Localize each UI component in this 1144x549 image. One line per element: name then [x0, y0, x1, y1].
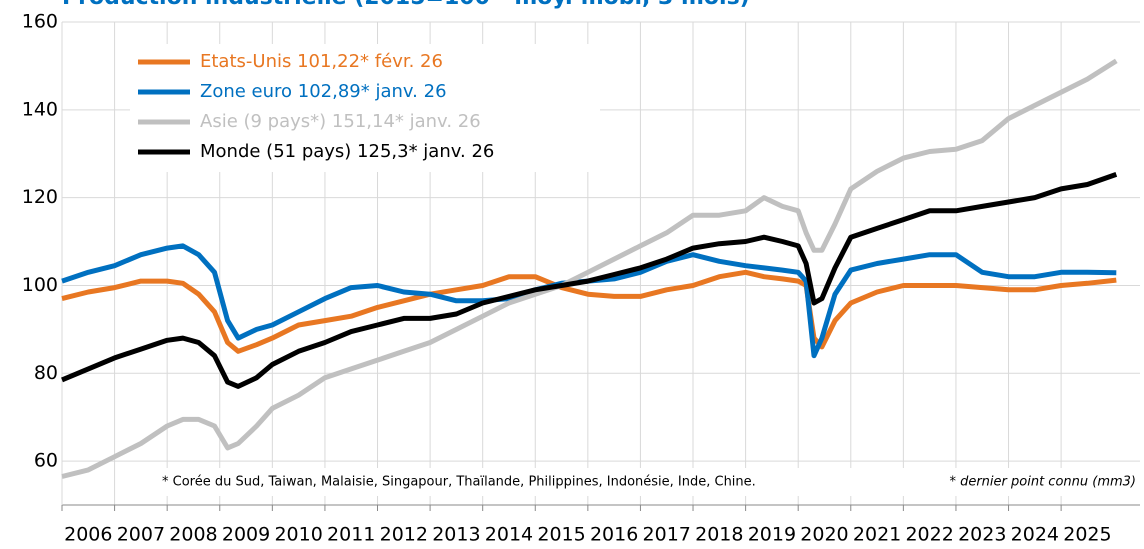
x-tick-label: 2008 — [169, 524, 217, 546]
series-line — [61, 269, 1117, 354]
y-tick-label: 140 — [22, 98, 58, 120]
x-tick-label: 2013 — [432, 524, 480, 546]
note-box — [145, 468, 1135, 496]
legend-label: Zone euro 102,89* janv. 26 — [200, 81, 447, 102]
chart-title: Production industrielle (2015=100 - moy.… — [62, 0, 750, 10]
x-tick-label: 2024 — [1011, 524, 1059, 546]
x-tick-label: 2007 — [117, 524, 165, 546]
x-tick-label: 2015 — [537, 524, 585, 546]
x-tick-label: 2019 — [748, 524, 796, 546]
x-tick-label: 2006 — [64, 524, 112, 546]
x-tick-label: 2009 — [222, 524, 270, 546]
x-tick-label: 2020 — [800, 524, 848, 546]
y-tick-label: 160 — [22, 11, 58, 33]
y-tick-label: 60 — [34, 450, 58, 472]
y-tick-label: 80 — [34, 362, 58, 384]
x-tick-label: 2025 — [1063, 524, 1111, 546]
legend-box — [130, 44, 600, 172]
y-tick-label: 120 — [22, 186, 58, 208]
x-tick-label: 2012 — [380, 524, 428, 546]
x-tick-label: 2022 — [905, 524, 953, 546]
x-tick-label: 2017 — [643, 524, 691, 546]
y-tick-label: 100 — [22, 274, 58, 296]
x-tick-label: 2018 — [695, 524, 743, 546]
x-tick-label: 2014 — [485, 524, 533, 546]
x-tick-label: 2011 — [327, 524, 375, 546]
x-tick-label: 2016 — [590, 524, 638, 546]
series-line — [61, 172, 1118, 389]
legend-label: Etats-Unis 101,22* févr. 26 — [200, 51, 443, 72]
legend-label: Asie (9 pays*) 151,14* janv. 26 — [200, 111, 481, 132]
series-line — [61, 58, 1118, 479]
annotation: * Corée du Sud, Taiwan, Malaisie, Singap… — [162, 475, 756, 490]
annotation: * dernier point connu (mm3) — [949, 475, 1136, 490]
x-tick-label: 2021 — [853, 524, 901, 546]
legend-label: Monde (51 pays) 125,3* janv. 26 — [200, 141, 494, 162]
x-tick-label: 2010 — [274, 524, 322, 546]
x-tick-label: 2023 — [958, 524, 1006, 546]
